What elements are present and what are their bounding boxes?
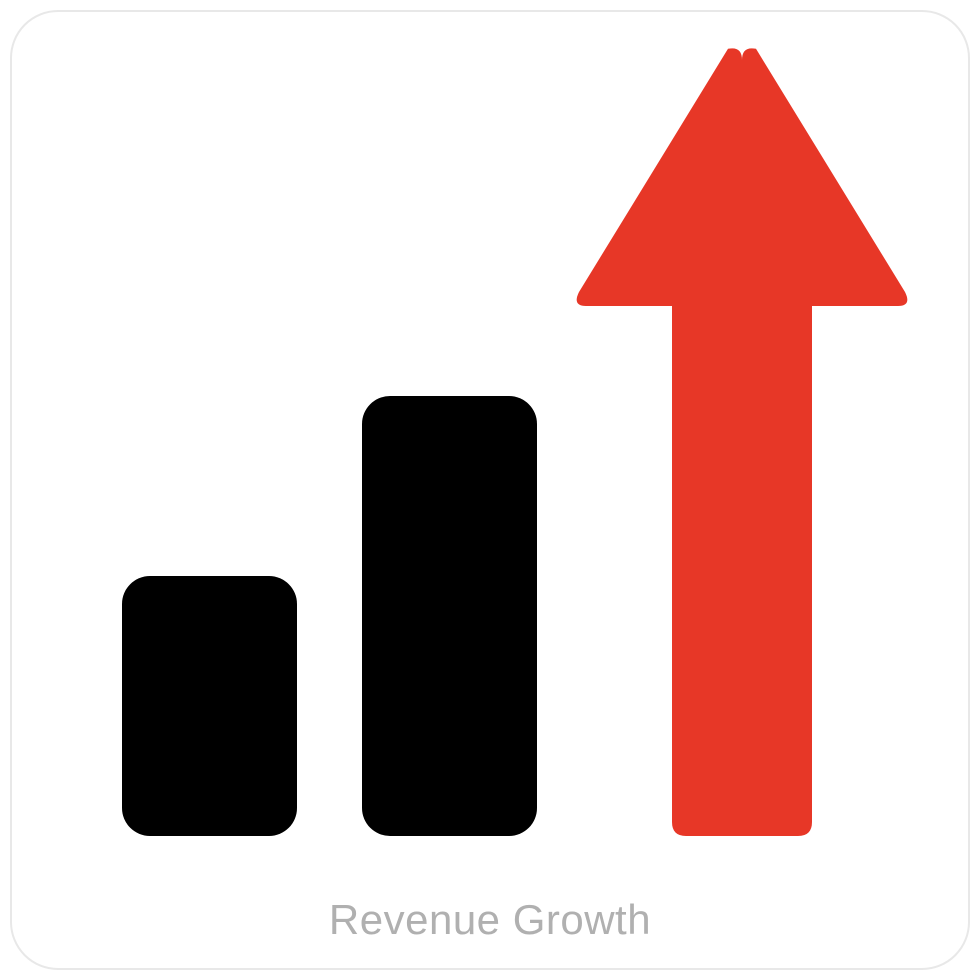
- icon-card: Revenue Growth: [10, 10, 970, 970]
- bar-2: [362, 396, 537, 836]
- revenue-growth-icon: [12, 12, 968, 896]
- arrow-path: [577, 48, 908, 836]
- icon-caption: Revenue Growth: [329, 896, 651, 968]
- growth-arrow-icon: [572, 46, 912, 836]
- bar-1: [122, 576, 297, 836]
